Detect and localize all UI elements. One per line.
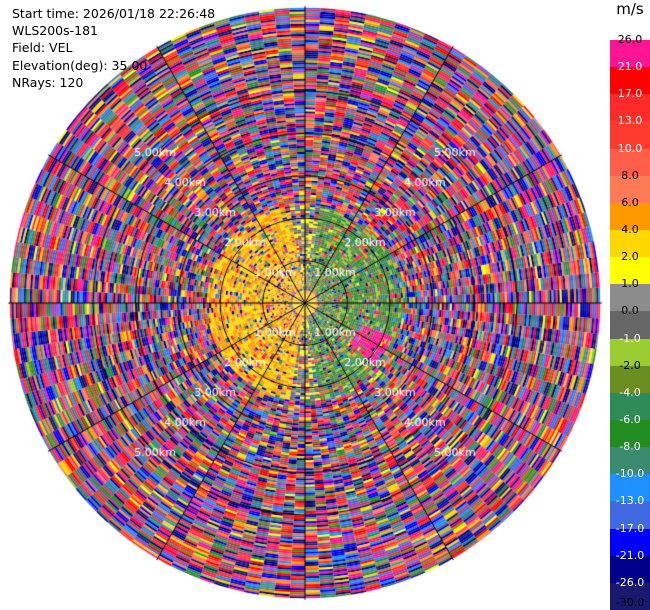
colorbar-segment: [610, 447, 650, 475]
colorbar-segment: [610, 474, 650, 502]
start-time-text: Start time: 2026/01/18 22:26:48: [12, 6, 216, 21]
colorbar-segment: [610, 148, 650, 177]
colorbar-segment: [610, 420, 650, 448]
instrument-text: WLS200s-181: [12, 23, 98, 39]
colorbar-unit: m/s: [616, 0, 644, 18]
colorbar: 26.0 21.0 17.0 13.0 10.0 8.0 6.0 4.0 2.0 1.0 0.0 -1…: [610, 20, 650, 610]
colorbar-tick-label: -6.0: [619, 413, 641, 426]
colorbar-tick-label: 26.0: [617, 33, 643, 46]
colorbar-segment: [610, 121, 650, 150]
colorbar-tick-label: 13.0: [617, 114, 643, 128]
colorbar-tick-label: 0.0: [621, 304, 639, 318]
colorbar-segment: [610, 555, 650, 584]
nrays-text: NRays: 120: [12, 74, 84, 90]
colorbar-segment: [610, 365, 650, 394]
colorbar-tick-label: -17.0: [615, 521, 645, 535]
colorbar-tick-label: 1.0: [621, 277, 639, 291]
elevation-text: Elevation(deg): 35.00: [12, 57, 148, 73]
colorbar-tick-label: 6.0: [621, 195, 639, 209]
colorbar-segment: [610, 311, 650, 340]
colorbar-segment: [610, 257, 650, 285]
colorbar-tick-label: 8.0: [621, 168, 639, 182]
colorbar-tick-label: -10.0: [615, 467, 645, 481]
colorbar-segment: [610, 202, 650, 231]
ppi-plot: [0, 0, 610, 610]
colorbar-segment: [610, 284, 650, 312]
colorbar-tick-label: -30.0: [615, 596, 645, 609]
colorbar-tick-label: -4.0: [619, 385, 641, 399]
colorbar-segment: [610, 94, 650, 122]
colorbar-tick-label: -21.0: [615, 548, 645, 562]
field-text: Field: VEL: [12, 40, 73, 56]
colorbar-segment: [610, 392, 650, 421]
colorbar-segment: [610, 67, 650, 95]
colorbar-tick-label: -1.0: [619, 331, 641, 345]
colorbar-segment: [610, 338, 650, 367]
colorbar-segment: [610, 528, 650, 557]
colorbar-tick-label: 17.0: [617, 87, 643, 101]
colorbar-tick-label: 4.0: [621, 223, 639, 236]
scan-info: Start time: 2026/01/18 22:26:48 WLS200s-…: [12, 5, 215, 91]
colorbar-tick-label: -2.0: [619, 358, 641, 372]
colorbar-tick-label: -26.0: [615, 575, 645, 589]
colorbar-segment: [610, 501, 650, 530]
colorbar-tick-label: -13.0: [615, 494, 645, 508]
colorbar-segment: [610, 582, 650, 610]
colorbar-tick-label: -8.0: [619, 440, 641, 454]
colorbar-segment: [610, 40, 650, 68]
colorbar-tick-label: 10.0: [617, 141, 643, 155]
colorbar-tick-label: 21.0: [617, 60, 643, 74]
colorbar-tick-label: 2.0: [621, 250, 639, 264]
colorbar-segment: [610, 230, 650, 258]
colorbar-segment: [610, 175, 650, 204]
